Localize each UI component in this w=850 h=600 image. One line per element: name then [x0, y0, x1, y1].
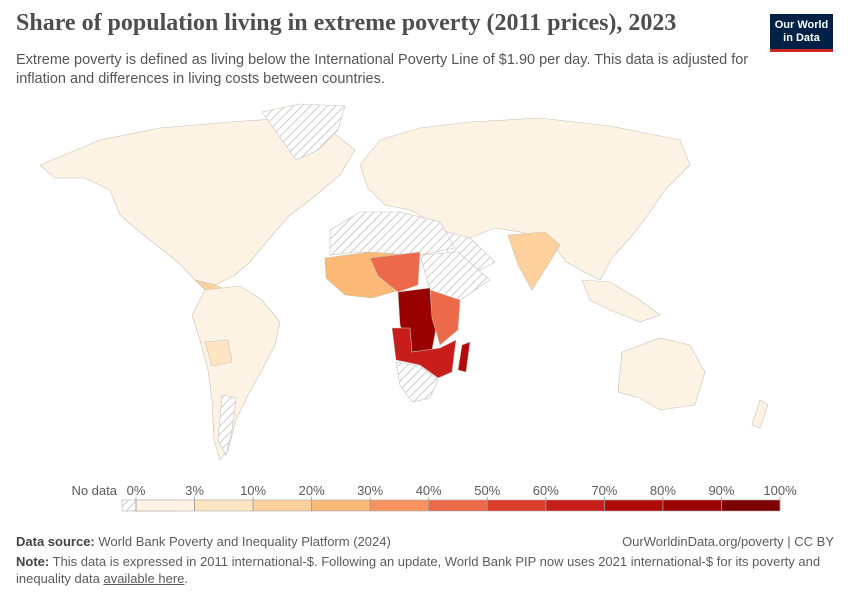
legend-tick-label: 40%: [416, 483, 442, 498]
legend: No data 0% 3% 10% 20% 30% 40% 50% 60% 70% 80% 90% 10…: [71, 483, 797, 512]
india: [507, 231, 561, 291]
southeast-asia: [581, 279, 661, 323]
legend-tick-label: 60%: [533, 483, 559, 498]
legend-tick-label: 0%: [127, 483, 146, 498]
africa-south-central: [391, 327, 457, 379]
legend-tick-label: 3%: [185, 483, 204, 498]
legend-tick-label: 100%: [763, 483, 797, 498]
map: No data 0% 3% 10% 20% 30% 40% 50% 60% 70% 80% 90% 10…: [39, 103, 797, 512]
patagonia: [217, 394, 237, 456]
legend-bin: [194, 499, 254, 512]
legend-tick-label: 70%: [591, 483, 617, 498]
africa-horn: [419, 251, 491, 301]
logo-line: Our World: [774, 19, 829, 31]
note-text: This data is expressed in 2011 internati…: [16, 554, 821, 586]
title: Share of population living in extreme po…: [16, 10, 677, 36]
legend-bin: [486, 499, 547, 512]
logo[interactable]: Our World in Data: [770, 14, 833, 52]
new-zealand: [751, 399, 769, 429]
no-data-label: No data: [71, 483, 117, 498]
legend-tick-label: 30%: [357, 483, 383, 498]
source-text: World Bank Poverty and Inequality Platfo…: [98, 534, 391, 549]
note-end: .: [184, 571, 189, 586]
legend-bin: [135, 499, 195, 512]
source-label: Data source:: [16, 534, 95, 549]
africa-south: [395, 361, 439, 403]
legend-bin: [311, 499, 371, 512]
africa-sahel: [369, 251, 421, 293]
legend-tick-label: 50%: [474, 483, 500, 498]
legend-tick-label: 10%: [240, 483, 266, 498]
source: Data source: World Bank Poverty and Ineq…: [16, 534, 391, 549]
countries: [39, 103, 769, 461]
legend-bin: [369, 499, 430, 512]
subtitle: Extreme poverty is defined as living bel…: [16, 52, 749, 87]
africa-east: [429, 289, 461, 346]
note-label: Note:: [16, 554, 50, 569]
legend-bin: [662, 499, 722, 512]
legend-bin: [545, 499, 605, 512]
australia: [617, 337, 706, 411]
legend-tick-label: 90%: [708, 483, 734, 498]
note: Note: This data is expressed in 2011 int…: [16, 553, 826, 587]
legend-bin: [604, 499, 664, 512]
africa-north: [329, 211, 456, 256]
south-america: [191, 285, 281, 461]
legend-bin: [428, 499, 488, 512]
legend-tick-label: 20%: [299, 483, 325, 498]
legend-bin: [721, 499, 781, 512]
greenland: [261, 103, 346, 161]
legend-tick-label: 80%: [650, 483, 676, 498]
license[interactable]: OurWorldinData.org/poverty | CC BY: [622, 534, 834, 549]
madagascar: [457, 341, 471, 373]
note-link[interactable]: available here: [103, 571, 185, 586]
legend-bin: [252, 499, 312, 512]
logo-line: in Data: [783, 31, 820, 44]
bolivia: [204, 339, 233, 367]
